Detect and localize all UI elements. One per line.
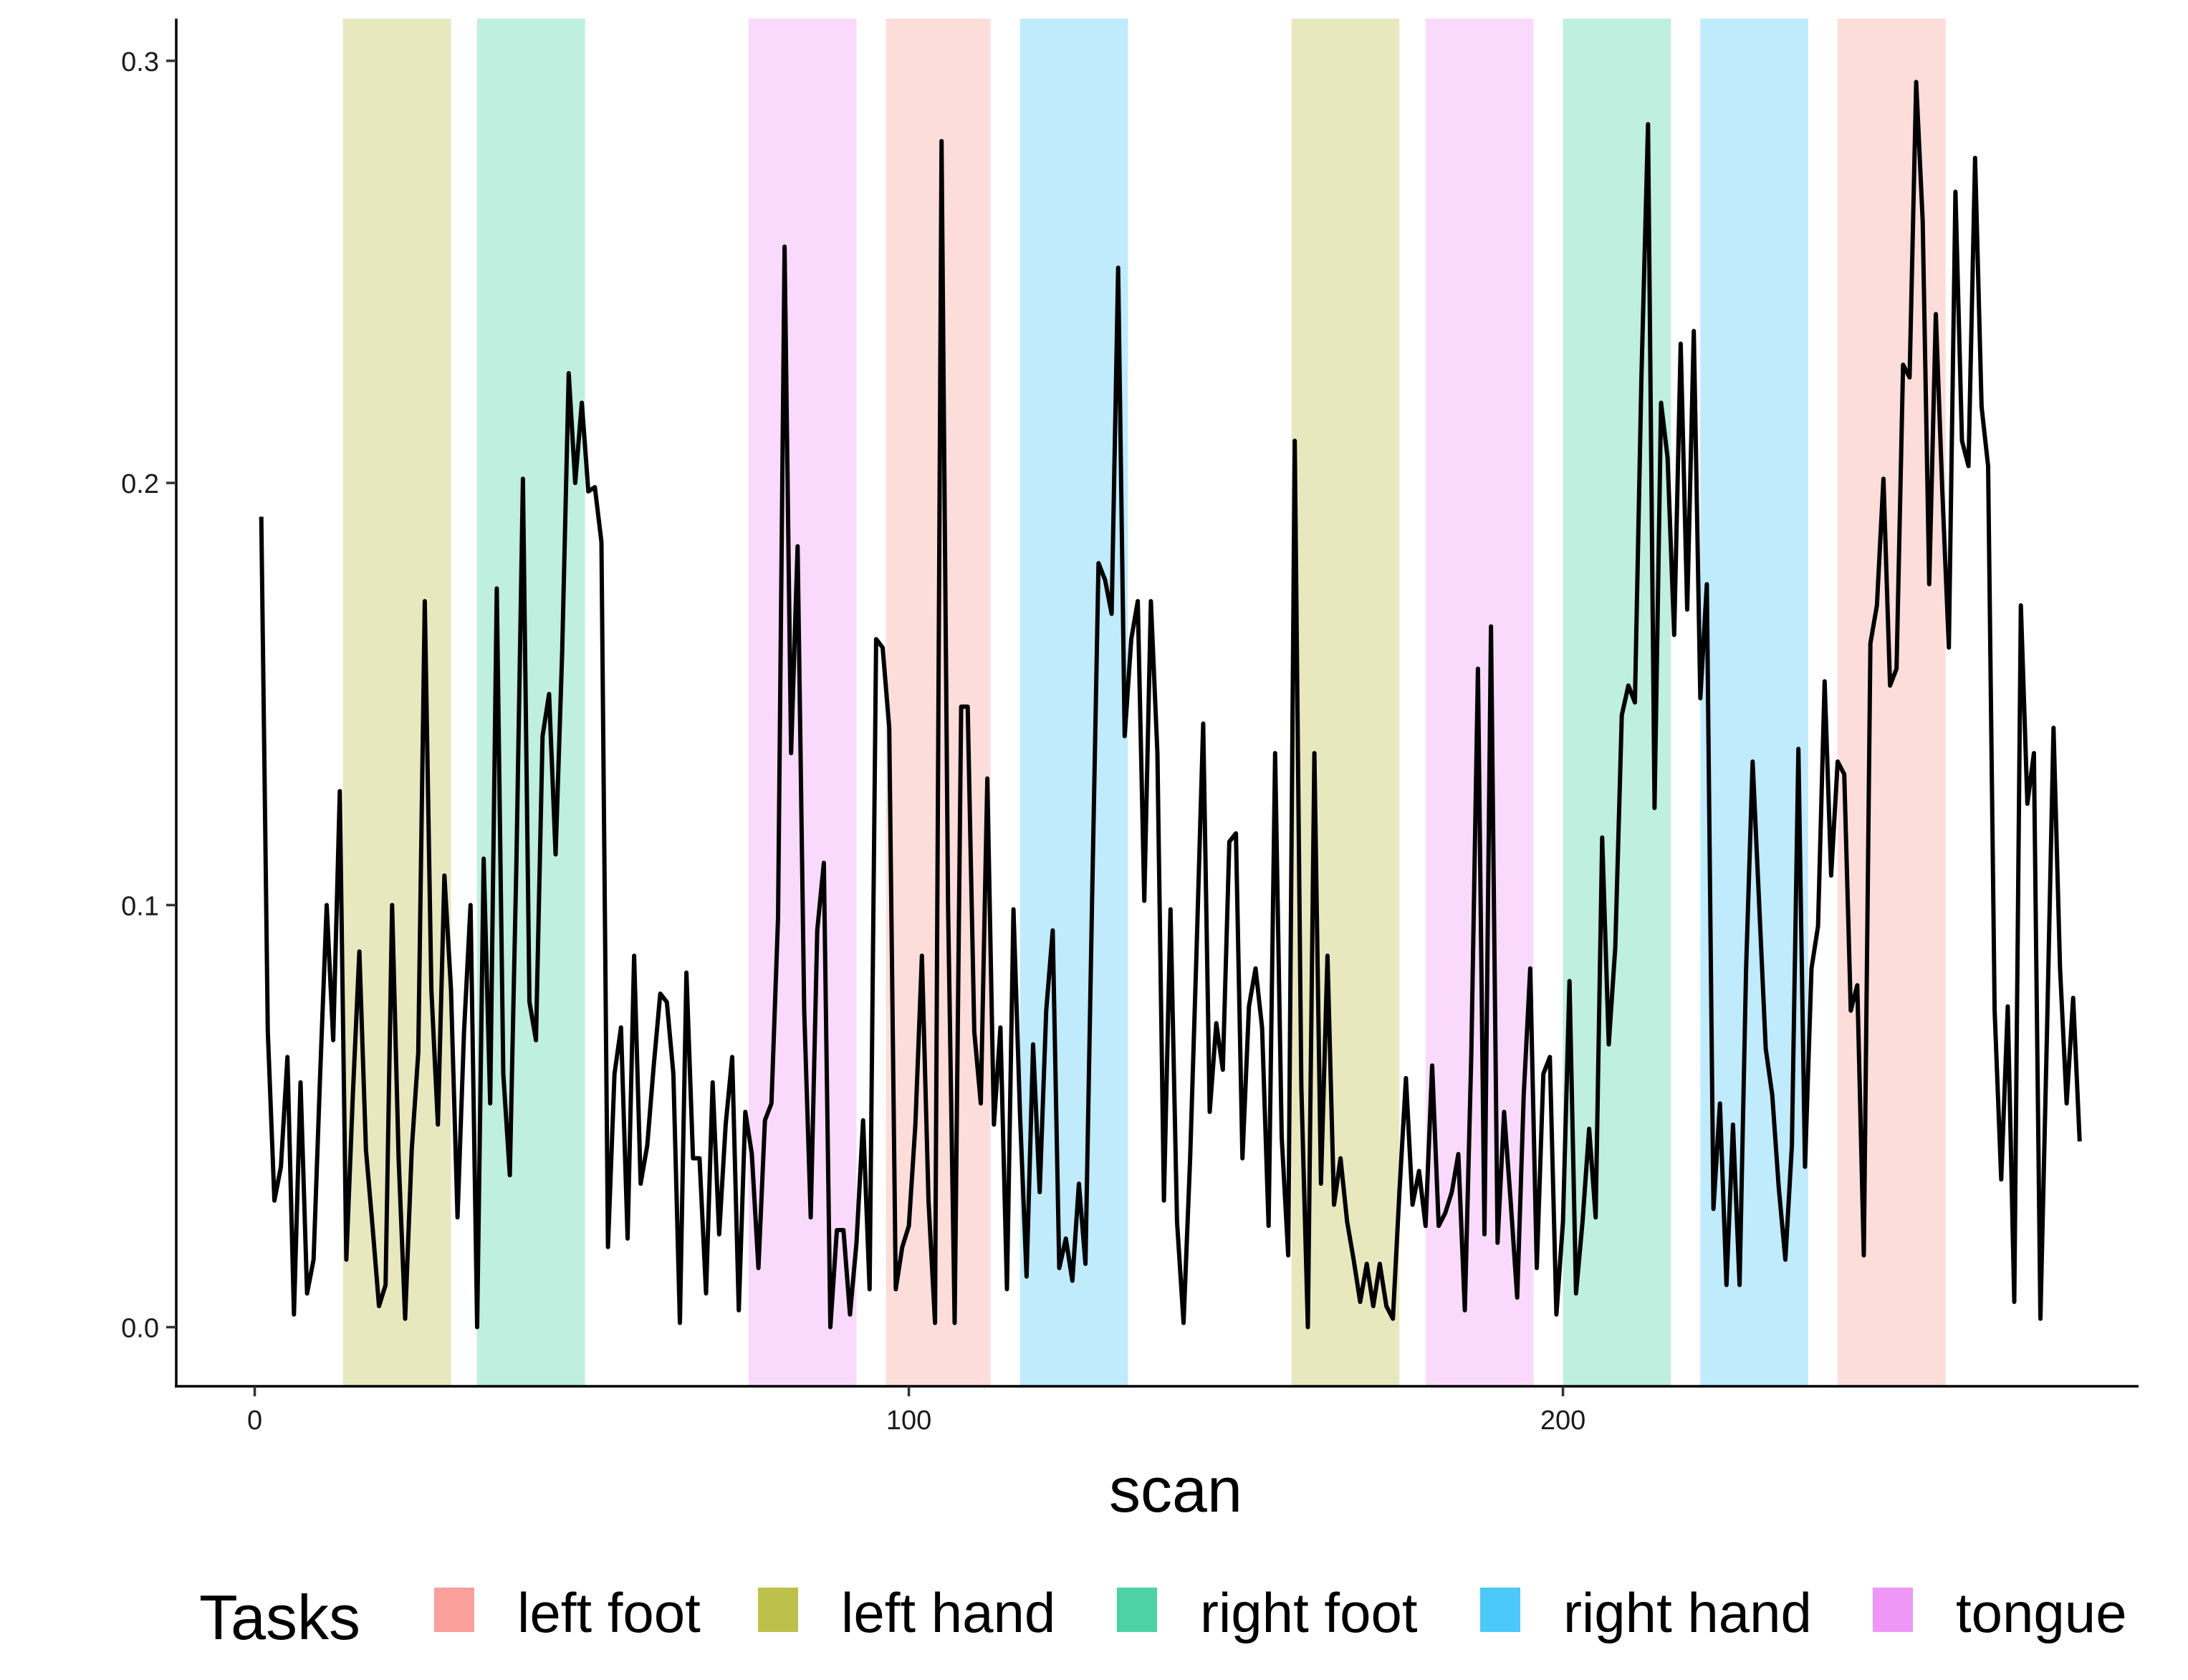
task-block-tongue-2 [748, 19, 857, 1386]
axes [175, 19, 2139, 1388]
legend-key-left-hand [758, 1588, 798, 1632]
y-ticks: 0.0 0.1 0.2 0.3 [121, 47, 176, 1344]
x-axis-title: scan [1109, 1454, 1242, 1525]
y-tick-label: 0.2 [121, 469, 159, 499]
x-ticks: 0 100 200 [247, 1386, 1585, 1436]
legend-label-left-foot: left foot [517, 1581, 701, 1644]
legend-key-tongue [1873, 1588, 1913, 1632]
legend-label-right-foot: right foot [1200, 1581, 1418, 1644]
x-tick-label: 100 [886, 1406, 931, 1436]
task-block-left-foot-9 [1838, 19, 1946, 1386]
y-tick-label: 0.3 [121, 47, 159, 77]
legend-label-left-hand: left hand [841, 1581, 1055, 1644]
legend: Tasks left foot left hand right foot right … [199, 1581, 2127, 1653]
y-tick-label: 0.1 [121, 891, 159, 921]
legend-title: Tasks [199, 1582, 360, 1653]
legend-label-tongue: tongue [1956, 1581, 2127, 1644]
x-tick-label: 200 [1540, 1406, 1585, 1436]
legend-key-left-foot [434, 1588, 474, 1632]
task-block-left-hand-0 [342, 19, 451, 1386]
legend-key-right-foot [1117, 1588, 1157, 1632]
x-tick-label: 0 [247, 1406, 262, 1436]
legend-key-right-hand [1480, 1588, 1520, 1632]
series-layer [259, 80, 2082, 1330]
y-tick-label: 0.0 [121, 1314, 159, 1344]
legend-label-right-hand: right hand [1563, 1581, 1812, 1644]
series-line-0 [259, 80, 2082, 1330]
task-block-right-hand-4 [1019, 19, 1128, 1386]
